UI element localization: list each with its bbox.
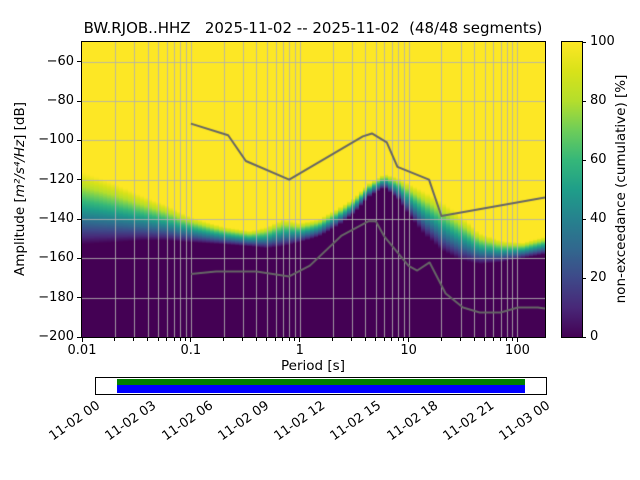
y-tick-mark	[77, 61, 81, 63]
x-axis-label: Period [s]	[281, 358, 345, 374]
x-tick-label: 10	[400, 343, 417, 358]
y-tick-mark	[77, 257, 81, 259]
colorbar-tick-mark	[582, 218, 586, 220]
colorbar-tick-label: 60	[590, 152, 607, 167]
x-minor-tick-mark	[351, 338, 353, 341]
x-minor-tick-mark	[383, 338, 385, 341]
y-tick-mark	[77, 100, 81, 102]
x-minor-tick-mark	[288, 338, 290, 341]
x-minor-tick-mark	[242, 338, 244, 341]
x-tick-mark	[408, 338, 410, 342]
x-minor-tick-mark	[157, 338, 159, 341]
colorbar-tick-mark	[582, 336, 586, 338]
x-tick-label: 100	[505, 343, 530, 358]
timeline-box	[95, 377, 547, 395]
timeline-tick-label: 11-02 00	[46, 398, 104, 444]
x-minor-tick-mark	[511, 338, 513, 341]
timeline-coverage-bottom	[117, 385, 525, 393]
colorbar-tick-label: 0	[590, 329, 599, 344]
x-minor-tick-mark	[282, 338, 284, 341]
x-tick-mark	[81, 338, 83, 342]
x-minor-tick-mark	[185, 338, 187, 341]
colorbar-tick-mark	[582, 41, 586, 43]
x-tick-mark	[299, 338, 301, 342]
colorbar-tick-mark	[582, 277, 586, 279]
x-minor-tick-mark	[397, 338, 399, 341]
ppsd-heatmap-canvas	[82, 42, 545, 337]
y-tick-label: −160	[38, 250, 74, 266]
x-minor-tick-mark	[473, 338, 475, 341]
timeline-tick-label: 11-02 06	[159, 398, 216, 444]
x-minor-tick-mark	[440, 338, 442, 341]
y-axis-label: Amplitude [m²/s⁴/Hz] [dB]	[12, 102, 28, 276]
y-tick-mark	[77, 179, 81, 181]
x-tick-label: 0.1	[180, 343, 202, 358]
y-tick-label: −200	[38, 329, 74, 344]
timeline-tick-label: 11-02 15	[327, 398, 385, 444]
x-minor-tick-mark	[255, 338, 257, 341]
plot-area	[81, 41, 546, 338]
colorbar-tick-label: 100	[590, 34, 615, 49]
x-minor-tick-mark	[391, 338, 393, 341]
colorbar-tick-label: 20	[590, 270, 607, 285]
x-minor-tick-mark	[266, 338, 268, 341]
x-minor-tick-mark	[332, 338, 333, 341]
x-tick-label: 1	[295, 343, 304, 358]
y-tick-mark	[77, 336, 81, 338]
y-tick-label: −180	[38, 289, 74, 305]
x-minor-tick-mark	[492, 338, 494, 341]
x-minor-tick-mark	[166, 338, 168, 341]
timeline-coverage-top	[117, 379, 525, 385]
x-minor-tick-mark	[223, 338, 225, 341]
y-tick-label: −120	[38, 171, 74, 187]
x-minor-tick-mark	[460, 338, 462, 341]
x-minor-tick-mark	[484, 338, 486, 341]
x-minor-tick-mark	[147, 338, 149, 341]
x-tick-mark	[190, 338, 192, 342]
y-tick-label: −60	[46, 53, 74, 69]
x-minor-tick-mark	[179, 338, 181, 341]
timeline-tick-label: 11-02 21	[440, 398, 497, 444]
colorbar-tick-mark	[582, 159, 586, 161]
timeline-tick-label: 11-02 12	[271, 398, 329, 444]
chart-title: BW.RJOB..HHZ 2025-11-02 -- 2025-11-02 (4…	[83, 19, 543, 37]
x-minor-tick-mark	[294, 338, 296, 341]
y-tick-label: −80	[46, 93, 74, 108]
x-minor-tick-mark	[133, 338, 135, 341]
y-tick-label: −100	[38, 132, 74, 148]
y-tick-mark	[77, 139, 81, 141]
colorbar-label: non-exceedance (cumulative) [%]	[613, 74, 629, 304]
x-tick-label: 0.01	[67, 343, 97, 358]
colorbar-tick-mark	[582, 100, 586, 102]
x-minor-tick-mark	[114, 338, 116, 341]
colorbar-gradient	[562, 42, 582, 337]
colorbar-tick-label: 40	[590, 211, 607, 226]
timeline-tick-label: 11-02 18	[384, 398, 441, 444]
y-tick-mark	[77, 297, 81, 299]
x-minor-tick-mark	[500, 338, 502, 341]
timeline-tick-label: 11-02 09	[215, 398, 272, 444]
y-tick-mark	[77, 218, 81, 220]
x-minor-tick-mark	[275, 338, 277, 341]
x-minor-tick-mark	[364, 338, 366, 341]
colorbar-tick-label: 80	[590, 93, 607, 108]
x-tick-mark	[516, 338, 518, 342]
y-axis-label-units: m²/s⁴/Hz	[12, 139, 28, 198]
timeline-tick-label: 11-02 03	[102, 398, 160, 444]
x-minor-tick-mark	[506, 338, 508, 341]
colorbar	[561, 41, 583, 338]
x-minor-tick-mark	[173, 338, 175, 341]
y-axis-label-prefix: Amplitude [	[12, 197, 28, 277]
x-minor-tick-mark	[403, 338, 405, 341]
timeline-tick-label: 11-03 00	[496, 398, 554, 444]
y-tick-label: −140	[38, 211, 74, 226]
x-minor-tick-mark	[375, 338, 377, 341]
y-axis-label-suffix: ] [dB]	[12, 101, 28, 140]
